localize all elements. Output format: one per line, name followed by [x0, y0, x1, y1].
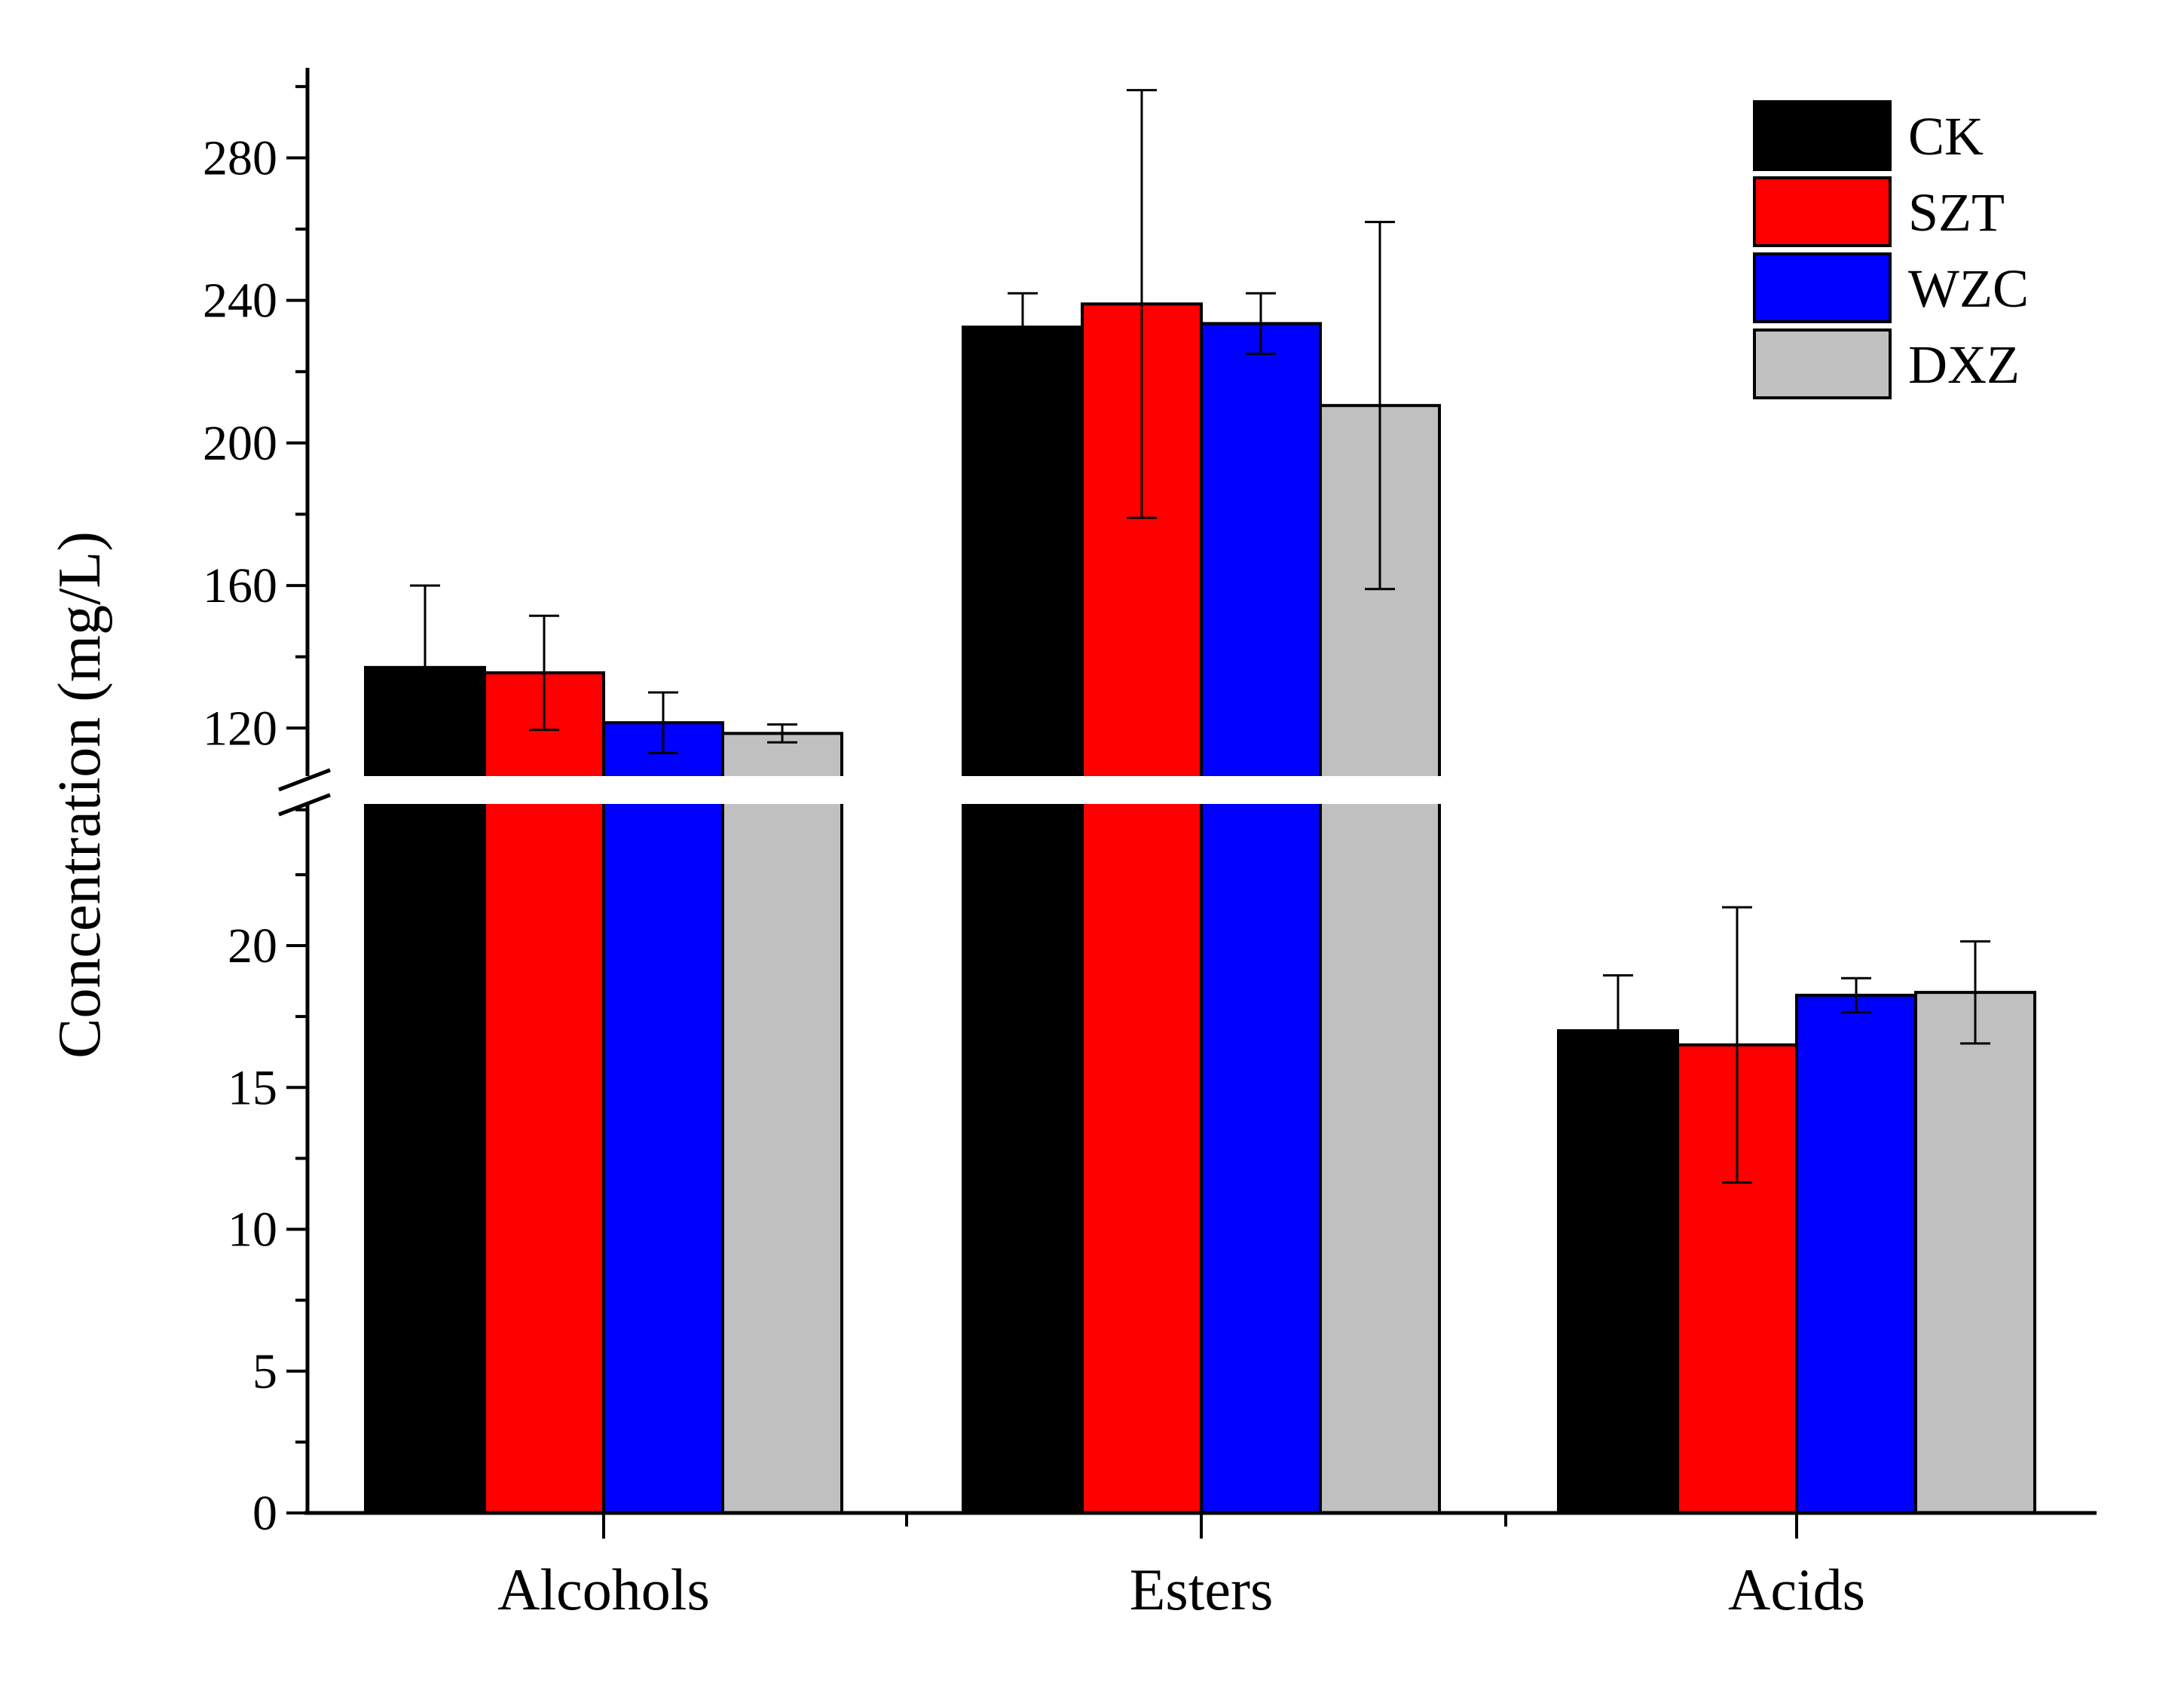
axis-break-band [286, 776, 2125, 804]
legend-label-wzc: WZC [1908, 258, 2029, 319]
bar-ck-acids [1557, 1028, 1679, 1514]
error-bar-ck-esters [1008, 292, 1038, 362]
bar-dxz-alcohols [721, 732, 843, 1514]
axis-break-marks [278, 768, 331, 817]
legend-label-szt: SZT [1908, 182, 2005, 243]
legend-swatch-szt [1753, 176, 1892, 247]
error-bar-szt-alcohols [529, 614, 559, 732]
x-category-label-acids: Acids [1728, 1557, 1865, 1622]
error-bar-ck-acids [1603, 974, 1633, 1087]
error-bars-layer [410, 89, 1990, 1184]
bars-layer [364, 302, 2036, 1515]
y-tick-label: 120 [203, 701, 277, 756]
bar-wzc-acids [1795, 993, 1917, 1514]
legend-swatch-dxz [1753, 329, 1892, 399]
axes-layer [278, 68, 2097, 1539]
bar-ck-esters [962, 325, 1084, 1514]
legend-label-dxz: DXZ [1908, 335, 2020, 395]
legend-swatch-wzc [1753, 252, 1892, 323]
bar-wzc-esters [1200, 322, 1322, 1514]
x-category-label-esters: Esters [1130, 1557, 1274, 1622]
error-bar-wzc-alcohols [648, 691, 678, 754]
error-bar-dxz-alcohols [767, 723, 797, 744]
y-tick-label: 240 [203, 274, 277, 329]
legend: CK SZT WZC DXZ [1753, 100, 2029, 399]
error-bar-dxz-esters [1365, 221, 1395, 591]
y-tick-label: 10 [228, 1203, 277, 1258]
bar-dxz-acids [1914, 991, 2036, 1515]
y-tick-label: 20 [228, 918, 277, 973]
error-bar-ck-alcohols [410, 584, 440, 751]
y-tick-label: 200 [203, 416, 277, 471]
error-bar-szt-acids [1722, 906, 1752, 1184]
y-tick-label: 5 [252, 1344, 277, 1399]
legend-label-ck: CK [1908, 106, 1984, 167]
bar-wzc-alcohols [602, 721, 724, 1514]
bar-ck-alcohols [364, 665, 486, 1514]
y-tick-label: 15 [228, 1060, 277, 1115]
y-tick-label: 0 [252, 1486, 277, 1541]
error-bar-wzc-esters [1246, 292, 1276, 356]
x-category-labels: Alcohols Esters Acids [497, 1557, 1865, 1622]
y-tick-label: 280 [203, 130, 277, 185]
error-bar-wzc-acids [1841, 976, 1871, 1013]
y-tick-labels: 0 5 10 15 20 120 160 200 240 280 [203, 130, 277, 1541]
x-category-label-alcohols: Alcohols [497, 1557, 710, 1622]
y-axis-title: Concentration (mg/L) [47, 531, 113, 1059]
y-tick-label: 160 [203, 558, 277, 613]
legend-swatch-ck [1753, 100, 1892, 171]
error-bar-dxz-acids [1960, 940, 1990, 1045]
error-bar-szt-esters [1127, 89, 1157, 519]
axis-break-gap [286, 776, 2125, 804]
